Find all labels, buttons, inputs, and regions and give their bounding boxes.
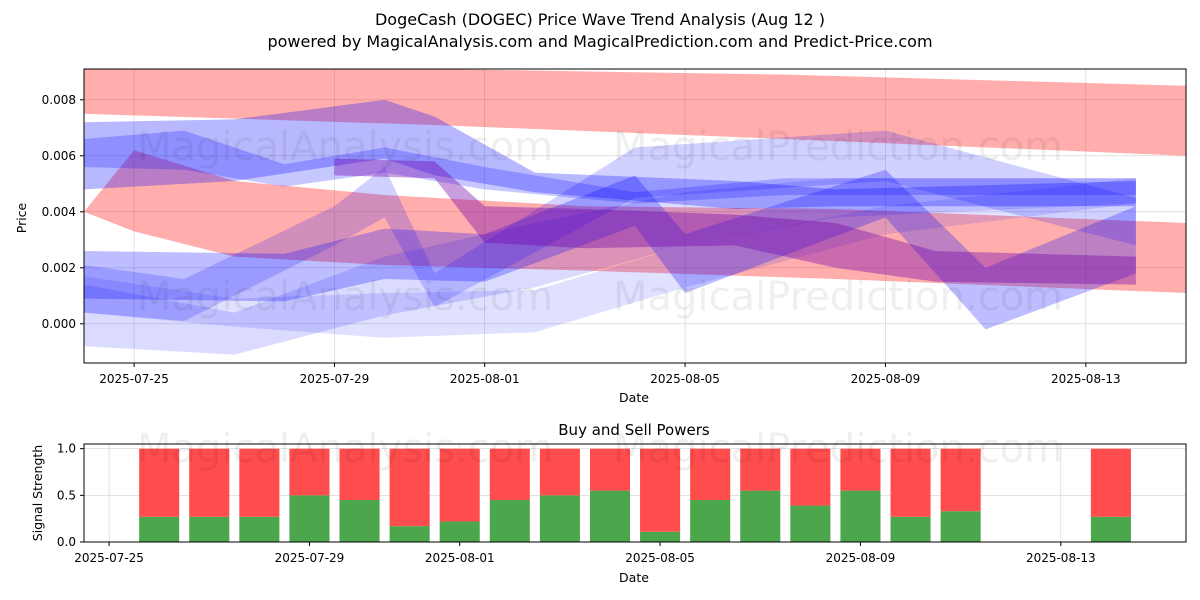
sell-bar xyxy=(439,448,480,522)
watermark-prediction-bottom: MagicalPrediction.com xyxy=(613,426,1063,472)
signal-x-tick-label: 2025-07-29 xyxy=(275,551,345,565)
price-y-tick-label: 0.006 xyxy=(42,149,76,163)
price-y-tick-label: 0.000 xyxy=(42,317,76,331)
sell-bar xyxy=(289,448,330,496)
sell-bar xyxy=(640,448,681,532)
signal-plot-frame xyxy=(83,443,1187,543)
price-x-axis-label: Date xyxy=(619,390,649,405)
signal-y-ticks: 0.0 0.5 1.0 xyxy=(57,442,84,549)
buy-bar xyxy=(589,490,631,542)
signal-y-tick-label: 0.5 xyxy=(57,488,76,502)
signal-x-axis-label: Date xyxy=(619,570,649,585)
buy-bar xyxy=(189,516,230,542)
watermark-prediction-top: MagicalPrediction.com xyxy=(613,124,1063,170)
price-panel: MagicalAnalysis.com MagicalPrediction.co… xyxy=(14,68,1187,405)
buy-bar xyxy=(940,511,981,542)
price-plot-frame xyxy=(83,68,1187,364)
sell-bar xyxy=(589,448,631,491)
price-grid xyxy=(84,69,1186,363)
watermark-analysis-bottom: MagicalAnalysis.com xyxy=(137,426,553,472)
buy-bar xyxy=(640,531,681,542)
signal-y-axis-label: Signal Strength xyxy=(30,445,45,541)
signal-x-tick-label: 2025-08-01 xyxy=(425,551,495,565)
signal-panel: Buy and Sell Powers MagicalAnalysis.com … xyxy=(30,421,1187,585)
buy-bar xyxy=(289,495,330,542)
buy-bar xyxy=(790,505,831,542)
signal-y-tick-label: 1.0 xyxy=(57,442,76,456)
sell-bar xyxy=(740,448,781,491)
signal-x-ticks: 2025-07-25 2025-07-29 2025-08-01 2025-08-05… xyxy=(74,542,1096,565)
sell-bar xyxy=(189,448,230,517)
sell-bar xyxy=(389,448,430,527)
price-x-tick-label: 2025-08-01 xyxy=(450,372,520,386)
signal-x-tick-label: 2025-08-13 xyxy=(1026,551,1096,565)
wave-band-blue-8 xyxy=(84,178,1136,338)
chart-title: DogeCash (DOGEC) Price Wave Trend Analys… xyxy=(375,10,825,29)
buy-bar xyxy=(139,516,180,542)
watermark-analysis-mid: MagicalAnalysis.com xyxy=(137,274,553,320)
sell-bar xyxy=(940,448,981,512)
buy-bar xyxy=(740,490,781,542)
price-y-tick-label: 0.002 xyxy=(42,261,76,275)
wave-band-blue-7 xyxy=(84,178,1136,355)
buy-bar xyxy=(539,495,580,542)
signal-x-tick-label: 2025-07-25 xyxy=(74,551,144,565)
wave-band-blue-4 xyxy=(84,130,1136,204)
buy-bar xyxy=(890,516,931,542)
sell-bar xyxy=(239,448,280,517)
watermark-prediction-mid: MagicalPrediction.com xyxy=(613,274,1063,320)
price-x-tick-label: 2025-08-05 xyxy=(650,372,720,386)
price-y-tick-label: 0.004 xyxy=(42,205,76,219)
signal-chart-title: Buy and Sell Powers xyxy=(558,421,710,439)
sell-bar xyxy=(840,448,881,491)
price-x-tick-label: 2025-07-25 xyxy=(99,372,169,386)
wave-band-blue-6 xyxy=(84,130,1136,321)
sell-bar xyxy=(890,448,931,517)
wave-band-blue-5 xyxy=(84,169,1136,330)
price-y-ticks: 0.000 0.002 0.004 0.006 0.008 xyxy=(42,93,84,331)
wave-band-red-2 xyxy=(84,150,1186,293)
buy-bar xyxy=(439,521,480,542)
signal-x-tick-label: 2025-08-09 xyxy=(826,551,896,565)
price-bands xyxy=(84,69,1186,355)
signal-y-tick-label: 0.0 xyxy=(57,535,76,549)
price-x-tick-label: 2025-08-09 xyxy=(851,372,921,386)
sell-bar xyxy=(539,448,580,496)
wave-band-purple-9 xyxy=(334,158,1136,285)
watermark-analysis-top: MagicalAnalysis.com xyxy=(137,124,553,170)
price-x-tick-label: 2025-08-13 xyxy=(1051,372,1121,386)
sell-bar xyxy=(139,448,180,517)
buy-bar xyxy=(239,516,280,542)
sell-bar xyxy=(1090,448,1131,517)
sell-bar xyxy=(790,448,831,506)
wave-band-blue-3 xyxy=(84,99,1136,209)
signal-bars xyxy=(139,448,1131,542)
buy-bar xyxy=(1090,516,1131,542)
price-x-ticks: 2025-07-25 2025-07-29 2025-08-01 2025-08-05… xyxy=(99,363,1121,386)
buy-bar xyxy=(489,500,530,542)
buy-bar xyxy=(840,490,881,542)
sell-bar xyxy=(339,448,380,500)
buy-bar xyxy=(339,500,380,542)
price-y-axis-label: Price xyxy=(14,202,29,233)
sell-bar xyxy=(489,448,530,500)
buy-bar xyxy=(690,500,731,542)
signal-x-tick-label: 2025-08-05 xyxy=(625,551,695,565)
price-y-tick-label: 0.008 xyxy=(42,93,76,107)
sell-bar xyxy=(690,448,731,500)
price-x-tick-label: 2025-07-29 xyxy=(300,372,370,386)
wave-band-red-1 xyxy=(84,69,1186,156)
buy-bar xyxy=(389,526,430,542)
chart-subtitle: powered by MagicalAnalysis.com and Magic… xyxy=(267,32,932,51)
